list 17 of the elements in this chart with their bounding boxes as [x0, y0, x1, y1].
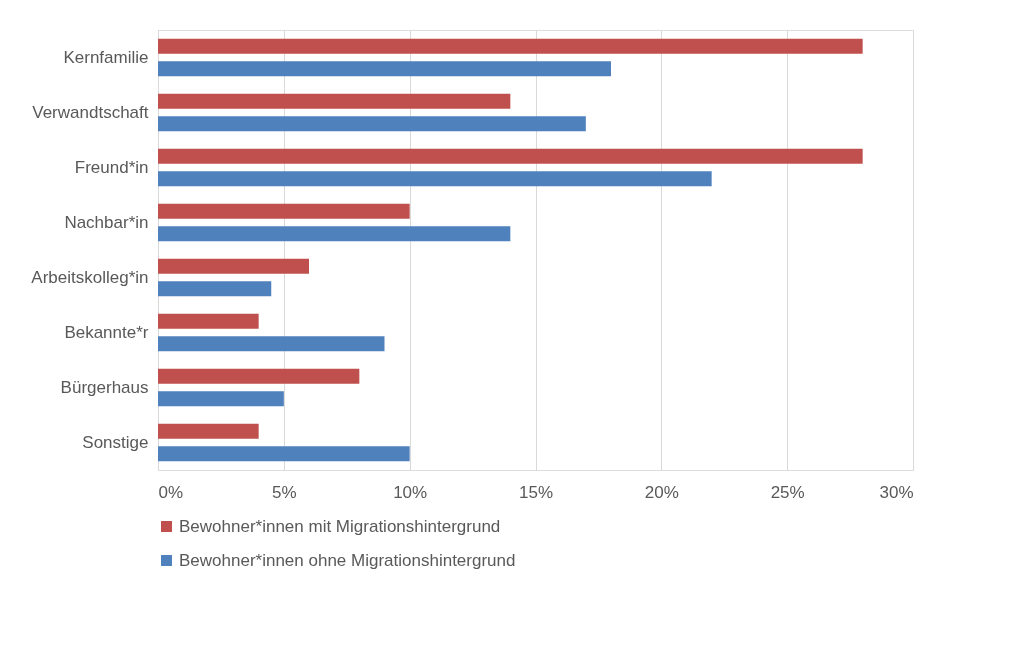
x-tick-label: 30%	[879, 482, 914, 502]
y-tick-label: Verwandtschaft	[32, 102, 149, 122]
y-tick-label: Arbeitskolleg*in	[31, 267, 149, 287]
x-tick-label: 25%	[770, 482, 805, 502]
y-tick-label: Sonstige	[82, 432, 149, 452]
y-tick-label: Bürgerhaus	[60, 377, 149, 397]
x-tick-label: 0%	[158, 482, 184, 502]
legend-label: Bewohner*innen mit Migrationshintergrund	[179, 516, 501, 536]
x-tick-label: 5%	[272, 482, 297, 502]
legend-label: Bewohner*innen ohne Migrationshintergrund	[179, 550, 516, 570]
y-tick-label: Freund*in	[74, 157, 149, 177]
x-tick-label: 20%	[644, 482, 679, 502]
y-tick-label: Kernfamilie	[63, 47, 149, 67]
y-tick-label: Bekannte*r	[64, 322, 149, 342]
x-tick-label: 15%	[518, 482, 554, 502]
y-tick-label: Nachbar*in	[64, 212, 149, 232]
x-tick-label: 10%	[393, 482, 428, 502]
